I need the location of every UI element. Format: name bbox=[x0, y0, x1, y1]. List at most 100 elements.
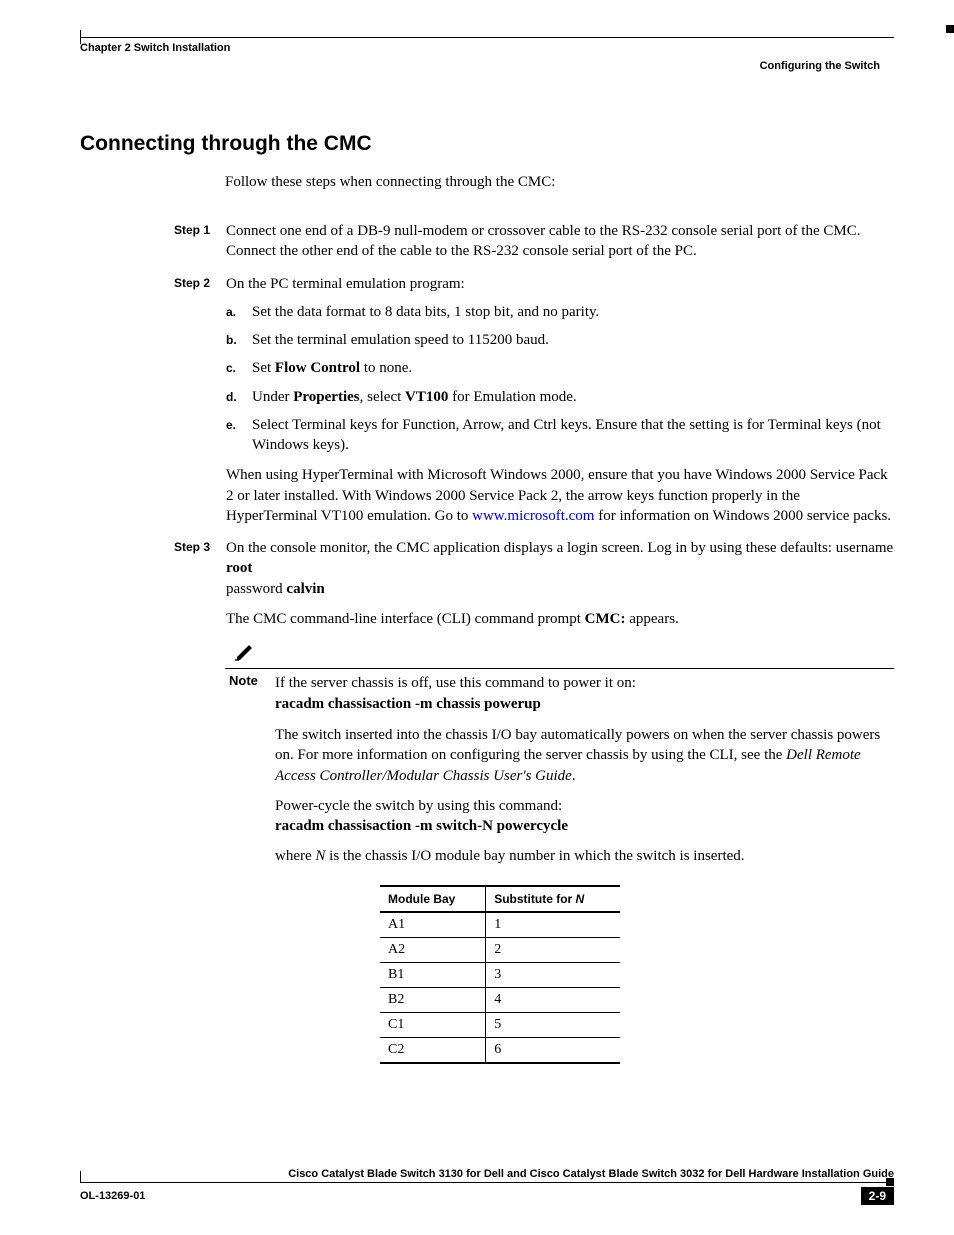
note-para-2: The switch inserted into the chassis I/O… bbox=[275, 725, 894, 786]
bold-term: root bbox=[226, 560, 252, 576]
cell-bay: A2 bbox=[380, 937, 486, 962]
step-body: Connect one end of a DB-9 null-modem or … bbox=[226, 221, 894, 262]
table-row: A22 bbox=[380, 937, 620, 962]
note-rule bbox=[225, 668, 894, 669]
text: appears. bbox=[625, 611, 678, 627]
cell-n: 3 bbox=[486, 962, 620, 987]
table-row: C15 bbox=[380, 1012, 620, 1037]
top-rule bbox=[80, 30, 894, 48]
module-bay-table-wrap: Module Bay Substitute for N A11 A22 B13 … bbox=[380, 885, 894, 1064]
step-body: On the console monitor, the CMC applicat… bbox=[226, 538, 894, 629]
substep-label: b. bbox=[226, 330, 252, 350]
command-text: racadm chassisaction -m switch-N powercy… bbox=[275, 818, 568, 834]
note-para-4: where N is the chassis I/O module bay nu… bbox=[275, 846, 894, 866]
substep-c: c. Set Flow Control to none. bbox=[226, 358, 894, 378]
step-label: Step 1 bbox=[140, 221, 226, 262]
step-2-note-para: When using HyperTerminal with Microsoft … bbox=[226, 465, 894, 526]
note-row: Note If the server chassis is off, use t… bbox=[225, 673, 894, 867]
section-heading: Connecting through the CMC bbox=[80, 132, 894, 156]
substep-body: Set the data format to 8 data bits, 1 st… bbox=[252, 302, 894, 322]
cell-n: 5 bbox=[486, 1012, 620, 1037]
text: Set bbox=[252, 360, 275, 376]
col-header-module-bay: Module Bay bbox=[380, 886, 486, 912]
text: for Emulation mode. bbox=[448, 389, 576, 405]
text: The CMC command-line interface (CLI) com… bbox=[226, 611, 585, 627]
cell-bay: A1 bbox=[380, 912, 486, 938]
footer-doc-title: Cisco Catalyst Blade Switch 3130 for Del… bbox=[80, 1168, 894, 1180]
intro-text: Follow these steps when connecting throu… bbox=[225, 174, 894, 191]
cell-n: 1 bbox=[486, 912, 620, 938]
text: On the console monitor, the CMC applicat… bbox=[226, 540, 893, 556]
footer-bottom-row: OL-13269-01 2-9 bbox=[80, 1187, 894, 1205]
substep-body: Set the terminal emulation speed to 1152… bbox=[252, 330, 894, 350]
substep-b: b. Set the terminal emulation speed to 1… bbox=[226, 330, 894, 350]
cell-bay: B2 bbox=[380, 987, 486, 1012]
table-row: C26 bbox=[380, 1037, 620, 1063]
text: for information on Windows 2000 service … bbox=[594, 508, 891, 524]
note-para-3: Power-cycle the switch by using this com… bbox=[275, 796, 894, 837]
text: where bbox=[275, 848, 315, 864]
step-3: Step 3 On the console monitor, the CMC a… bbox=[80, 538, 894, 629]
step-1: Step 1 Connect one end of a DB-9 null-mo… bbox=[80, 221, 894, 262]
footer-doc-id: OL-13269-01 bbox=[80, 1190, 145, 1202]
cell-bay: B1 bbox=[380, 962, 486, 987]
step-label: Step 2 bbox=[140, 274, 226, 527]
command-text: racadm chassisaction -m chassis powerup bbox=[275, 696, 541, 712]
substep-label: e. bbox=[226, 415, 252, 456]
cell-n: 4 bbox=[486, 987, 620, 1012]
cell-bay: C2 bbox=[380, 1037, 486, 1063]
text: Under bbox=[252, 389, 293, 405]
bold-term: calvin bbox=[286, 581, 324, 597]
substep-body: Set Flow Control to none. bbox=[252, 358, 894, 378]
text: Power-cycle the switch by using this com… bbox=[275, 798, 562, 814]
cell-n: 6 bbox=[486, 1037, 620, 1063]
text: Substitute for bbox=[494, 892, 575, 906]
note-block: Note If the server chassis is off, use t… bbox=[225, 643, 894, 867]
cell-bay: C1 bbox=[380, 1012, 486, 1037]
external-link[interactable]: www.microsoft.com bbox=[472, 508, 594, 524]
substep-body: Under Properties, select VT100 for Emula… bbox=[252, 387, 894, 407]
table-row: B13 bbox=[380, 962, 620, 987]
step-body: On the PC terminal emulation program: a.… bbox=[226, 274, 894, 527]
text: . bbox=[572, 768, 576, 784]
var-n: N bbox=[315, 848, 325, 864]
text: is the chassis I/O module bay number in … bbox=[325, 848, 744, 864]
page-number-badge: 2-9 bbox=[861, 1187, 894, 1205]
substep-body: Select Terminal keys for Function, Arrow… bbox=[252, 415, 894, 456]
substep-label: c. bbox=[226, 358, 252, 378]
var-n: N bbox=[576, 892, 585, 906]
substep-label: a. bbox=[226, 302, 252, 322]
bold-term: Properties bbox=[293, 389, 359, 405]
horizontal-rule bbox=[80, 37, 894, 38]
document-page: Chapter 2 Switch Installation Configurin… bbox=[0, 0, 954, 1235]
text: , select bbox=[360, 389, 405, 405]
text: If the server chassis is off, use this c… bbox=[275, 675, 636, 691]
substep-e: e. Select Terminal keys for Function, Ar… bbox=[226, 415, 894, 456]
note-label: Note bbox=[225, 673, 275, 867]
rule-tick bbox=[80, 1171, 81, 1183]
note-body: If the server chassis is off, use this c… bbox=[275, 673, 894, 867]
step-list: Step 1 Connect one end of a DB-9 null-mo… bbox=[80, 221, 894, 629]
table-row: A11 bbox=[380, 912, 620, 938]
substep-label: d. bbox=[226, 387, 252, 407]
header-section: Configuring the Switch bbox=[80, 60, 880, 72]
bold-term: Flow Control bbox=[275, 360, 360, 376]
header-square-marker bbox=[946, 25, 954, 33]
module-bay-table: Module Bay Substitute for N A11 A22 B13 … bbox=[380, 885, 620, 1064]
text: password bbox=[226, 581, 286, 597]
substep-a: a. Set the data format to 8 data bits, 1… bbox=[226, 302, 894, 322]
substep-d: d. Under Properties, select VT100 for Em… bbox=[226, 387, 894, 407]
bold-term: VT100 bbox=[405, 389, 448, 405]
bold-term: CMC: bbox=[585, 611, 626, 627]
pen-icon bbox=[235, 643, 894, 666]
step-label: Step 3 bbox=[140, 538, 226, 629]
table-row: B24 bbox=[380, 987, 620, 1012]
text: to none. bbox=[360, 360, 412, 376]
footer-rule bbox=[80, 1182, 894, 1183]
step-3-result: The CMC command-line interface (CLI) com… bbox=[226, 609, 894, 629]
footer-square-marker bbox=[886, 1178, 894, 1186]
cell-n: 2 bbox=[486, 937, 620, 962]
step-2-text: On the PC terminal emulation program: bbox=[226, 276, 465, 292]
step-2: Step 2 On the PC terminal emulation prog… bbox=[80, 274, 894, 527]
table-header-row: Module Bay Substitute for N bbox=[380, 886, 620, 912]
